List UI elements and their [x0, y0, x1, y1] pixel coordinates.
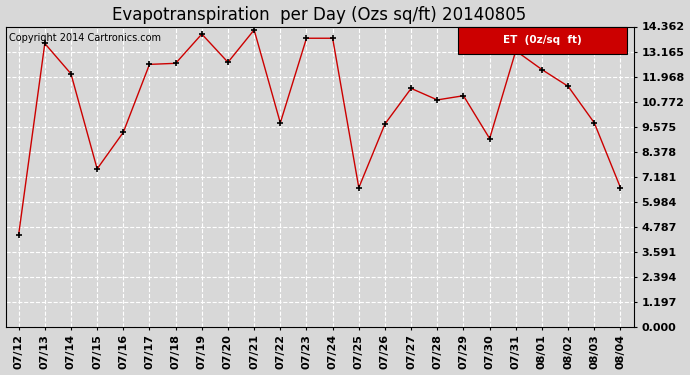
FancyBboxPatch shape	[457, 27, 627, 54]
Text: Copyright 2014 Cartronics.com: Copyright 2014 Cartronics.com	[9, 33, 161, 42]
Title: Evapotranspiration  per Day (Ozs sq/ft) 20140805: Evapotranspiration per Day (Ozs sq/ft) 2…	[112, 6, 526, 24]
Text: ET  (0z/sq  ft): ET (0z/sq ft)	[503, 35, 582, 45]
